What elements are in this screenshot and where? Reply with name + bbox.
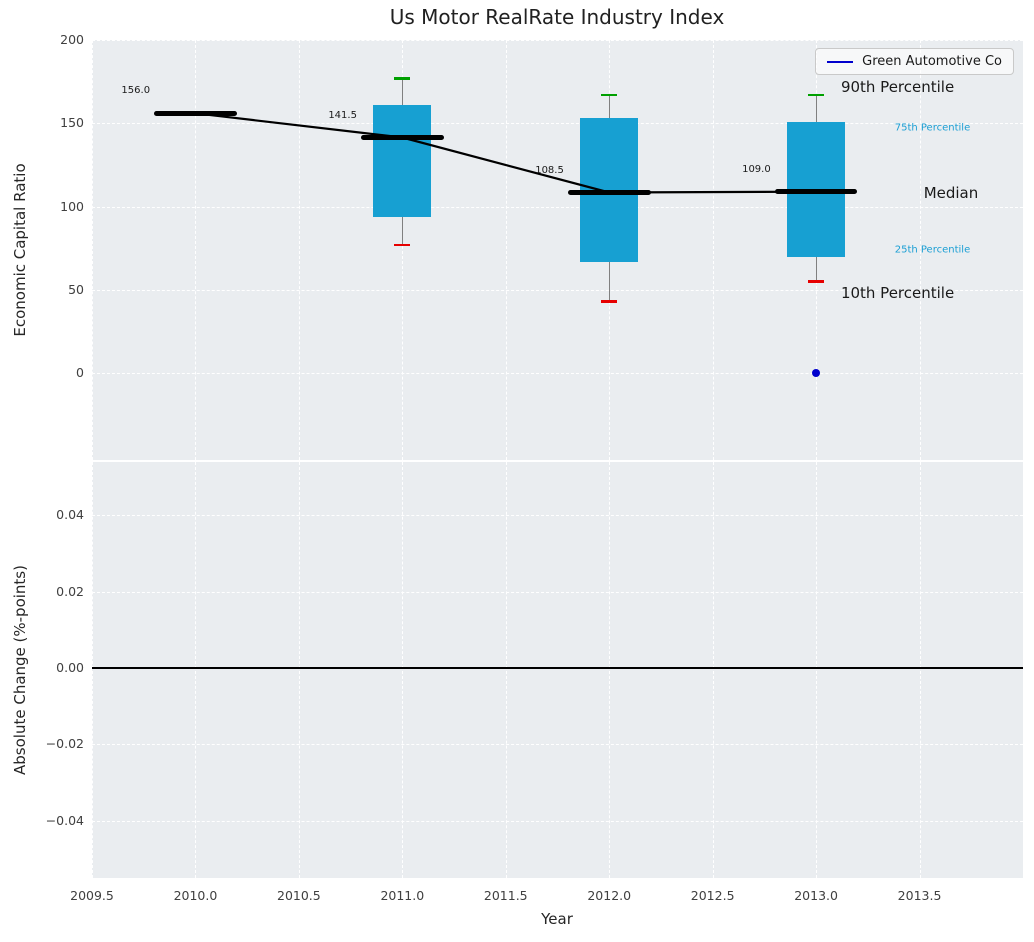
x-gridline	[195, 40, 197, 460]
median-segment	[567, 190, 651, 195]
x-tick-label: 2009.5	[70, 888, 114, 903]
y-tick-label: 0.04	[56, 507, 84, 523]
cap-10th-percentile	[808, 280, 825, 283]
x-gridline	[92, 462, 93, 878]
bottom-y-axis-label: Absolute Change (%-points)	[11, 565, 29, 775]
annotation-90th-percentile: 90th Percentile	[840, 77, 955, 96]
x-gridline	[402, 40, 404, 460]
y-gridline	[92, 515, 1023, 517]
y-gridline	[92, 290, 1023, 291]
zero-reference-line	[92, 667, 1023, 669]
x-tick-label: 2010.0	[173, 888, 218, 903]
y-tick-label: 0.02	[56, 583, 84, 599]
median-value-label: 141.5	[328, 109, 357, 121]
x-gridline	[505, 40, 507, 460]
y-tick-label: 50	[68, 282, 84, 297]
y-tick-label: 100	[60, 198, 84, 214]
x-gridline	[919, 40, 921, 460]
annotation-10th-percentile: 10th Percentile	[840, 284, 955, 303]
median-segment	[154, 110, 237, 116]
y-gridline	[92, 206, 1023, 208]
x-axis-label: Year	[541, 910, 573, 928]
x-gridline	[712, 462, 714, 878]
x-gridline	[402, 462, 404, 878]
y-tick-label: 200	[60, 32, 84, 47]
x-gridline	[816, 462, 818, 878]
y-tick-label: −0.02	[45, 736, 84, 752]
median-trend-line	[195, 112, 817, 194]
company-marker	[812, 369, 821, 378]
legend-line-green-automotive	[827, 60, 854, 63]
y-gridline	[92, 123, 1023, 125]
x-gridline	[919, 462, 921, 878]
y-tick-label: 150	[60, 115, 84, 131]
cap-90th-percentile	[808, 93, 825, 97]
median-value-label: 156.0	[121, 85, 151, 97]
y-tick-label: 0	[76, 365, 84, 381]
bottom-plot-area	[92, 462, 1023, 878]
y-tick-label: 0.00	[56, 660, 84, 676]
x-gridline	[298, 40, 300, 460]
x-tick-label: 2010.5	[277, 888, 321, 903]
chart-title: Us Motor RealRate Industry Index	[389, 5, 725, 29]
x-tick-label: 2012.5	[690, 888, 735, 903]
y-gridline	[92, 373, 1023, 375]
median-segment	[774, 189, 858, 195]
top-y-axis-label: Economic Capital Ratio	[11, 163, 29, 337]
annotation-25th-percentile: 25th Percentile	[894, 244, 971, 256]
y-gridline	[92, 40, 1023, 41]
median-value-label: 109.0	[742, 163, 771, 175]
legend: Green Automotive Co	[815, 48, 1014, 75]
annotation-75th-percentile: 75th Percentile	[894, 122, 971, 134]
x-gridline	[712, 40, 714, 460]
x-gridline	[505, 462, 507, 878]
x-gridline	[609, 462, 611, 878]
y-gridline	[92, 820, 1023, 822]
cap-90th-percentile	[601, 93, 618, 97]
y-tick-label: −0.04	[45, 812, 84, 828]
iqr-box	[373, 105, 432, 217]
median-segment	[360, 135, 444, 140]
annotation-median: Median	[923, 183, 979, 202]
cap-10th-percentile	[394, 243, 411, 247]
cap-90th-percentile	[394, 77, 411, 80]
iqr-box	[580, 118, 639, 262]
median-value-label: 108.5	[535, 164, 564, 176]
top-plot-area: Green Automotive Co 156.0 141.5 108.5 109.0…	[92, 40, 1023, 460]
x-tick-label: 2013.5	[897, 888, 942, 903]
x-tick-label: 2012.0	[587, 888, 632, 903]
x-gridline	[195, 462, 197, 878]
y-gridline	[92, 744, 1023, 746]
cap-10th-percentile	[601, 300, 618, 303]
legend-label: Green Automotive Co	[862, 54, 1002, 69]
x-tick-label: 2011.5	[483, 888, 528, 903]
x-gridline	[298, 462, 300, 878]
x-tick-label: 2013.0	[794, 888, 838, 903]
x-tick-label: 2011.0	[380, 888, 425, 903]
y-gridline	[92, 591, 1023, 593]
x-gridline	[92, 40, 93, 460]
